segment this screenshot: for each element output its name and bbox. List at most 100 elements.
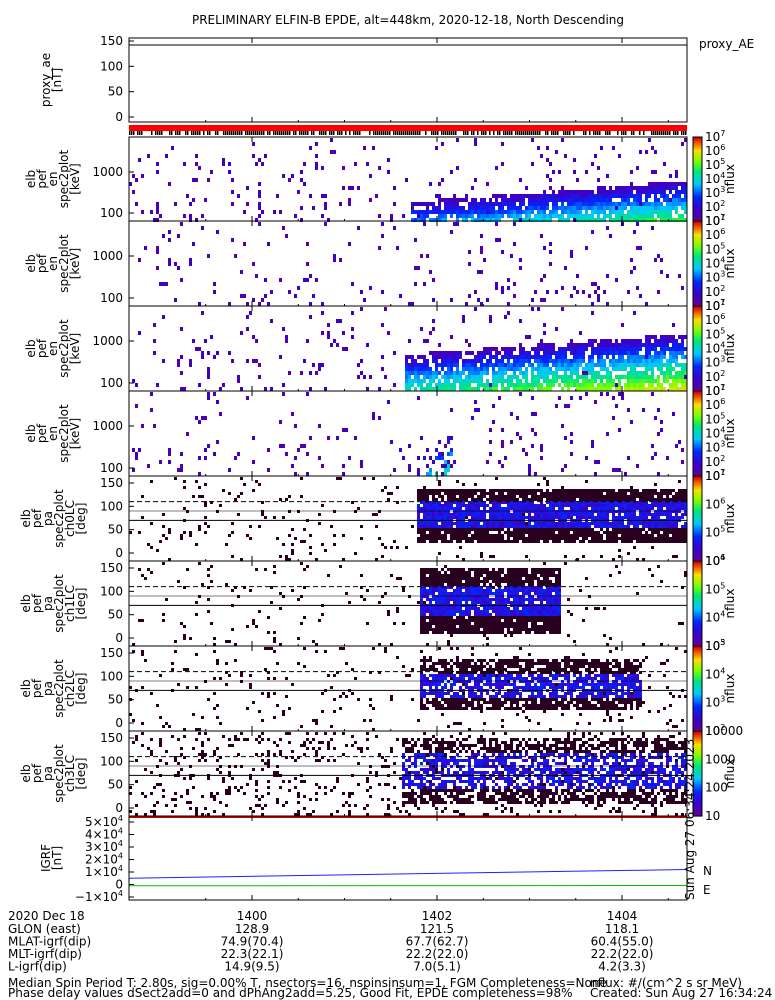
plot-title: PRELIMINARY ELFIN-B EPDE, alt=448km, 202… bbox=[192, 13, 624, 27]
y-tick: 4×104 bbox=[85, 827, 123, 842]
colorbar-tick: 100 bbox=[705, 781, 728, 795]
ylabel-line: elb bbox=[19, 509, 33, 527]
footer-note2: Phase delay values dSect2add=0 and dPhAn… bbox=[8, 986, 572, 1000]
ylabel-line: elb bbox=[19, 594, 33, 612]
colorbar-tick: 105 bbox=[705, 638, 725, 653]
y-tick: 0 bbox=[115, 878, 123, 892]
y-tick: 100 bbox=[100, 461, 123, 475]
footer-date: 2020 Dec 18 bbox=[8, 909, 85, 923]
footer-row-label: L-igrf(dip) bbox=[8, 960, 67, 974]
colorbar-tick: 107 bbox=[705, 129, 725, 144]
y-tick: 1000 bbox=[92, 334, 123, 348]
ylabel-line: pef bbox=[30, 508, 44, 528]
quality-strip bbox=[129, 125, 687, 135]
y-tick: 50 bbox=[108, 608, 123, 622]
footer-row-value: 128.9 bbox=[235, 922, 269, 936]
footer-note1: Median Spin Period T: 2.80s, sig=0.00% T… bbox=[8, 976, 607, 990]
ylabel-line: [nT] bbox=[50, 846, 64, 870]
y-tick: 150 bbox=[100, 34, 123, 48]
ylabel-line: en bbox=[46, 172, 60, 187]
ylabel-line: pef bbox=[35, 253, 49, 273]
colorbar-label: nflux bbox=[723, 504, 737, 534]
y-tick: 50 bbox=[108, 778, 123, 792]
footer-created: Created: Sun Aug 27 16:34:24 2023 bbox=[590, 986, 775, 1000]
ylabel-line: spec2plot bbox=[57, 149, 71, 208]
y-tick: 0 bbox=[115, 716, 123, 730]
ylabel-line: [keV] bbox=[68, 248, 82, 279]
colorbar-tick: 107 bbox=[705, 383, 725, 398]
ylabel-line: spec2plot bbox=[52, 744, 66, 803]
ylabel-line: spec2plot bbox=[52, 574, 66, 633]
ylabel-line: elb bbox=[24, 254, 38, 272]
ylabel-line: spec2plot bbox=[52, 489, 66, 548]
ylabel-line: pef bbox=[35, 169, 49, 189]
y-tick: 1×104 bbox=[85, 864, 123, 879]
ylabel-line: proxy_ae bbox=[39, 53, 53, 107]
ylabel-line: ch0LC bbox=[63, 500, 77, 537]
ylabel-line: pef bbox=[30, 678, 44, 698]
ylabel-line: elb bbox=[24, 339, 38, 357]
y-tick: 150 bbox=[100, 561, 123, 575]
y-tick: 100 bbox=[100, 59, 123, 73]
ylabel-line: ch2LC bbox=[63, 670, 77, 707]
y-tick: 0 bbox=[115, 110, 123, 124]
colorbar-tick: 102 bbox=[705, 454, 725, 469]
footer-row-value: 60.4(55.0) bbox=[591, 935, 654, 949]
y-tick: −1×104 bbox=[75, 889, 123, 904]
y-tick: 1000 bbox=[92, 165, 123, 179]
y-tick: 1000 bbox=[92, 249, 123, 263]
y-tick: 100 bbox=[100, 669, 123, 683]
ylabel-line: spec2plot bbox=[57, 319, 71, 378]
ylabel-line: elb bbox=[19, 764, 33, 782]
colorbar-tick: 10000 bbox=[705, 724, 743, 738]
y-tick: 50 bbox=[108, 693, 123, 707]
y-tick: 3×104 bbox=[85, 839, 123, 854]
ylabel-line: elb bbox=[24, 170, 38, 188]
y-tick: 150 bbox=[100, 646, 123, 660]
y-tick: 50 bbox=[108, 523, 123, 537]
panel-pa2: elbpefpaspec2plotch2LC[deg]1501005001051… bbox=[19, 638, 737, 738]
ylabel-line: [nT] bbox=[50, 68, 64, 92]
ylabel-line: [deg] bbox=[74, 673, 88, 705]
y-tick: 100 bbox=[100, 499, 123, 513]
panels: proxy_ae[nT]150100500elbpefenspec2plot[k… bbox=[19, 34, 743, 904]
colorbar-tick: 107 bbox=[705, 213, 725, 228]
footer-row-value: 22.2(22.0) bbox=[406, 947, 469, 961]
footer: 2020 Dec 18 1400 1402 1404 GLON (east) 128.9 1… bbox=[8, 739, 775, 1000]
colorbar-tick: 106 bbox=[705, 143, 725, 158]
ylabel-line: pa bbox=[41, 681, 55, 696]
time-tick: 1400 bbox=[237, 909, 268, 923]
colorbar-tick: 106 bbox=[705, 227, 725, 242]
footer-row-value: 121.5 bbox=[420, 922, 454, 936]
footer-row-value: 118.1 bbox=[605, 922, 639, 936]
ylabel-line: [deg] bbox=[74, 588, 88, 620]
ylabel-line: pa bbox=[41, 596, 55, 611]
y-tick: 150 bbox=[100, 731, 123, 745]
ylabel-line: pef bbox=[35, 338, 49, 358]
footer-row-label: GLON (east) bbox=[8, 922, 81, 936]
colorbar-tick: 102 bbox=[705, 369, 725, 384]
panel-igrf: IGRF[nT] 5×1044×1043×1042×1041×1040−1×104… bbox=[39, 814, 712, 904]
ylabel-line: spec2plot bbox=[52, 659, 66, 718]
ylabel-line: en bbox=[46, 341, 60, 356]
ylabel-line: spec2plot bbox=[57, 234, 71, 293]
ylabel-line: pef bbox=[35, 423, 49, 443]
panel-proxy_ae: proxy_ae[nT] 150 100 50 0 bbox=[39, 34, 688, 124]
footer-row-value: 14.9(9.5) bbox=[224, 960, 279, 974]
colorbar-label: nflux bbox=[723, 589, 737, 619]
y-tick: 0 bbox=[115, 631, 123, 645]
ylabel-line: [keV] bbox=[68, 163, 82, 194]
ylabel-line: spec2plot bbox=[57, 404, 71, 463]
footer-row-value: 67.7(62.7) bbox=[406, 935, 469, 949]
y-tick: 5×104 bbox=[85, 814, 123, 829]
colorbar-tick: 106 bbox=[705, 553, 725, 568]
y-tick: 100 bbox=[100, 754, 123, 768]
colorbar-label: nflux bbox=[723, 334, 737, 364]
colorbar-tick: 102 bbox=[705, 199, 725, 214]
